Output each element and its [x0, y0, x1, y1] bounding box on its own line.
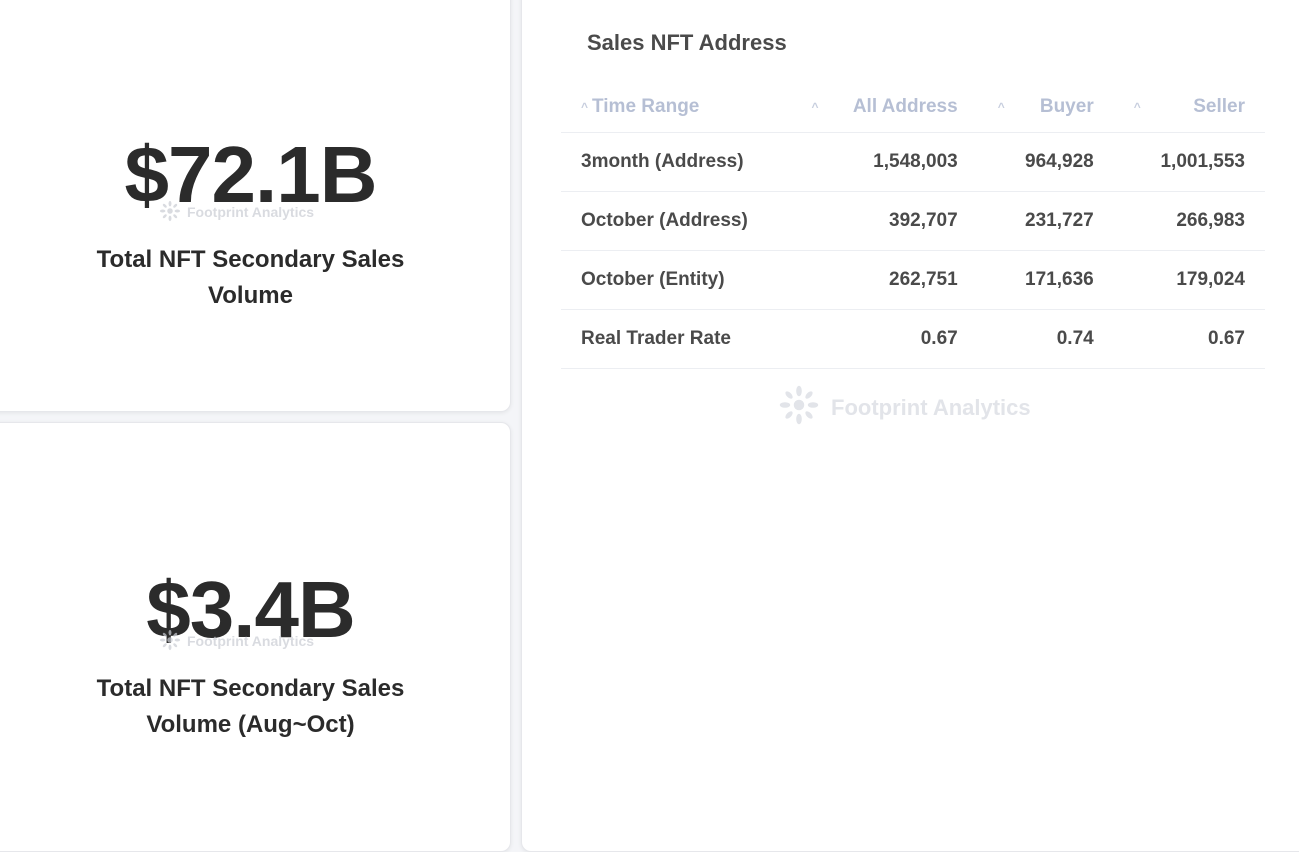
column-header-buyer[interactable]: ^ Buyer: [977, 82, 1114, 133]
column-header-label: Time Range: [592, 96, 700, 117]
sort-caret-icon[interactable]: ^: [811, 100, 819, 114]
sort-caret-icon[interactable]: ^: [1133, 100, 1141, 114]
column-header-time-range[interactable]: ^ Time Range: [561, 82, 792, 133]
cell-all-address: 262,751: [791, 250, 978, 310]
table-row: October (Entity) 262,751 171,636 179,024: [561, 250, 1265, 310]
footprint-logo-icon: [775, 384, 823, 432]
cell-time-range: October (Address): [561, 191, 792, 251]
sort-caret-icon[interactable]: ^: [997, 100, 1005, 114]
cell-seller: 1,001,553: [1113, 132, 1265, 192]
table-row: 3month (Address) 1,548,003 964,928 1,001…: [561, 132, 1265, 192]
cell-seller: 0.67: [1113, 309, 1265, 369]
column-header-label: Seller: [1193, 96, 1245, 117]
metric-label-block: Total NFT Secondary Sales Volume: [1, 242, 500, 314]
cell-buyer: 231,727: [977, 191, 1114, 251]
watermark-text: Footprint Analytics: [831, 395, 1031, 420]
table-header-row: ^ Time Range ^ All Address ^ Buyer: [561, 82, 1265, 133]
sales-nft-address-card: Sales NFT Address ^ Time Range ^ All Add…: [521, 0, 1299, 852]
table-row: October (Address) 392,707 231,727 266,98…: [561, 191, 1265, 251]
table-row: Real Trader Rate 0.67 0.74 0.67: [561, 309, 1265, 369]
cell-time-range: 3month (Address): [561, 132, 792, 192]
metric-card-aug-oct-volume: $3.4B Footprint Analytics Total NFT Sec: [0, 422, 511, 852]
metric-value: $3.4B: [146, 565, 355, 654]
table-title: Sales NFT Address: [587, 30, 787, 55]
cell-time-range: October (Entity): [561, 250, 792, 310]
cell-buyer: 0.74: [977, 309, 1114, 369]
metric-label: Total NFT Secondary Sales Volume (Aug~Oc…: [96, 675, 405, 738]
column-header-label: All Address: [852, 96, 958, 117]
cell-buyer: 171,636: [977, 250, 1114, 310]
sales-address-table: ^ Time Range ^ All Address ^ Buyer: [561, 82, 1265, 369]
metric-label: Total NFT Secondary Sales Volume: [96, 246, 405, 309]
metric-label-block: Total NFT Secondary Sales Volume (Aug~Oc…: [1, 671, 500, 743]
metric-card-total-volume: $72.1B Footprint Analytics Total NFT Se: [0, 0, 511, 412]
sort-caret-icon[interactable]: ^: [581, 100, 589, 114]
cell-time-range: Real Trader Rate: [561, 309, 792, 369]
watermark-large: Footprint Analytics: [775, 384, 1031, 432]
column-header-seller[interactable]: ^ Seller: [1113, 82, 1265, 133]
cell-buyer: 964,928: [977, 132, 1114, 192]
metric-block: $72.1B: [1, 135, 500, 215]
column-header-label: Buyer: [1039, 96, 1094, 117]
cell-all-address: 1,548,003: [791, 132, 978, 192]
cell-seller: 179,024: [1113, 250, 1265, 310]
metric-value: $72.1B: [124, 130, 378, 219]
cell-all-address: 0.67: [791, 309, 978, 369]
metric-block: $3.4B: [1, 570, 500, 650]
column-header-all-address[interactable]: ^ All Address: [791, 82, 978, 133]
cell-all-address: 392,707: [791, 191, 978, 251]
cell-seller: 266,983: [1113, 191, 1265, 251]
